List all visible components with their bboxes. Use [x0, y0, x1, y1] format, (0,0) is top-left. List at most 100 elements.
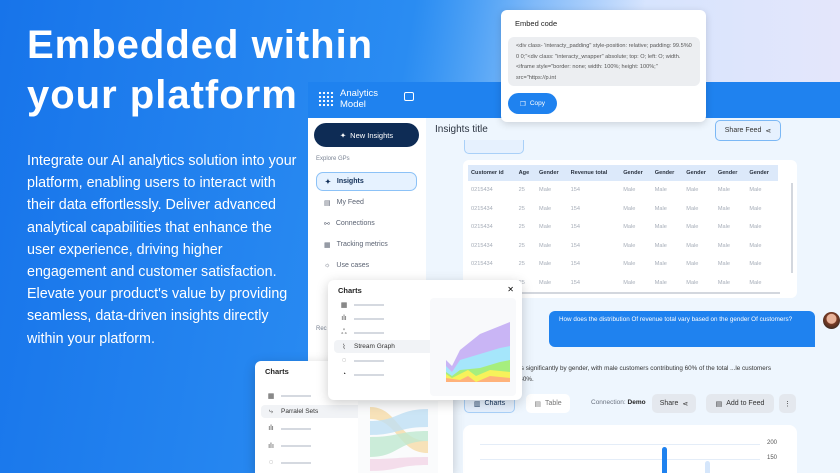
chart-option[interactable]: ◌	[334, 354, 453, 367]
table-cell: Male	[717, 187, 730, 194]
section-label: Explore GPs	[316, 156, 350, 162]
gridline	[480, 459, 760, 460]
chart-icon: ▦	[324, 241, 331, 249]
bar-chart-icon: ılı	[268, 425, 274, 432]
table-cell: 0215434	[471, 205, 493, 212]
table-cell: Male	[654, 242, 667, 249]
table-cell: Male	[686, 205, 699, 212]
table-cell: Male	[539, 261, 552, 268]
column-header[interactable]: Gender	[536, 165, 568, 181]
connections-icon: ⚯	[324, 220, 330, 228]
more-icon: ⋮	[784, 400, 791, 408]
table-cell: 25	[518, 242, 525, 249]
table-icon: ▦	[267, 392, 275, 400]
user-question: How does the distribution Of revenue tot…	[549, 311, 815, 347]
data-table: Customer id Age Gender Revenue total Gender G…	[468, 165, 778, 292]
column-header[interactable]: Gender	[651, 165, 684, 181]
copy-button[interactable]: ❐ Copy	[508, 93, 557, 114]
data-table-card	[463, 160, 797, 298]
sidebar-item-insights[interactable]: ✦ Insights	[316, 172, 417, 191]
table-icon: ▤	[534, 400, 541, 408]
popup-title: Charts	[265, 367, 289, 376]
bubble-chart-icon: ஃ	[341, 329, 347, 336]
chart-option[interactable]: ▦	[334, 298, 453, 311]
table-cell: Male	[623, 205, 636, 212]
table-cell: Male	[717, 261, 730, 268]
column-header[interactable]: Gender	[746, 165, 778, 181]
table-header-row: Customer id Age Gender Revenue total Gender G…	[468, 165, 778, 181]
column-header[interactable]: Revenue total	[567, 165, 621, 181]
table-cell: Male	[539, 205, 552, 212]
tab-label: Charts	[484, 400, 506, 407]
horizontal-scrollbar[interactable]	[470, 292, 780, 294]
nav-label: Connections	[335, 220, 375, 227]
new-insights-button[interactable]: ✦ New Insights	[314, 123, 419, 147]
chart-option[interactable]: ılı	[334, 312, 453, 325]
chart-option[interactable]: ▦	[261, 389, 380, 402]
column-chart-icon: ıⅼı	[268, 442, 274, 450]
stream-graph-preview	[430, 298, 516, 396]
column-header[interactable]: Customer id	[468, 165, 516, 181]
tab-table[interactable]: ▤ Table	[526, 394, 570, 413]
column-header[interactable]: Gender	[620, 165, 652, 181]
table-cell: Male	[623, 261, 636, 268]
sidebar-item-my-feed[interactable]: ▤ My Feed	[316, 193, 417, 212]
embed-code-text[interactable]: <div class- 'interacty_padding" style-po…	[508, 37, 700, 86]
table-cell: Male	[686, 224, 699, 231]
dataset-pill[interactable]	[464, 140, 524, 154]
table-cell: Male	[686, 279, 699, 286]
table-cell: 154	[570, 279, 580, 286]
table-row: 0215434 25 Male 154 Male Male Male Male Male	[468, 200, 778, 219]
chart-option[interactable]: ஃ	[334, 326, 453, 339]
bulb-icon: ☼	[324, 262, 331, 269]
table-cell: 0215434	[471, 261, 493, 268]
sidebar-item-connections[interactable]: ⚯ Connections	[316, 214, 417, 233]
table-cell: Male	[749, 187, 762, 194]
table-cell: 154	[570, 224, 580, 231]
chart-icon: ▥	[473, 400, 481, 408]
sidebar-item-tracking-metrics[interactable]: ▦ Tracking metrics	[316, 235, 417, 254]
embed-code-dialog: Embed code <div class- 'interacty_paddin…	[501, 10, 706, 122]
table-cell: 25	[518, 224, 525, 231]
column-header[interactable]: Age	[515, 165, 537, 181]
table-cell: Male	[623, 279, 636, 286]
nav-label: My Feed	[336, 199, 364, 206]
option-label: Stream Graph	[354, 343, 395, 350]
table-row: 0215434 25 Male 154 Male Male Male Male Male	[468, 181, 778, 200]
sidebar-toggle-icon[interactable]	[404, 92, 414, 101]
avatar	[823, 312, 840, 329]
table-cell: Male	[717, 224, 730, 231]
add-to-feed-label: Add to Feed	[726, 400, 765, 407]
chart-option[interactable]: ◔	[334, 368, 453, 381]
pie-icon: ◔	[341, 371, 347, 378]
chart-option[interactable]: ◌	[261, 456, 380, 469]
column-header[interactable]: Gender	[714, 165, 747, 181]
table-cell: 0215434	[471, 242, 493, 249]
share-icon: ⋖	[682, 400, 689, 408]
charts-popup-1: Charts ✕ ▦ ılı ஃ ⌇Stream Graph✓ ◌ ◔	[328, 280, 522, 400]
y-tick: 150	[767, 455, 778, 461]
feed-icon: ▤	[324, 199, 331, 207]
close-icon[interactable]: ✕	[507, 285, 514, 294]
more-options-button[interactable]: ⋮	[779, 394, 796, 413]
share-feed-button[interactable]: Share Feed ⋖	[715, 120, 781, 141]
table-cell: 0215434	[471, 187, 493, 194]
table-cell: Male	[539, 279, 552, 286]
share-button[interactable]: Share ⋖	[652, 394, 696, 413]
table-cell: 25	[518, 261, 525, 268]
column-header[interactable]: Gender	[683, 165, 715, 181]
table-cell: Male	[686, 187, 699, 194]
title-line-1: Embedded within	[27, 23, 374, 67]
donut-icon: ◌	[341, 357, 347, 364]
table-cell: 154	[570, 261, 580, 268]
chart-option[interactable]: ılı	[261, 422, 380, 435]
logo-text-2: Model	[340, 99, 366, 110]
table-cell: 25	[518, 279, 525, 286]
bar-chart-icon: ılı	[341, 315, 347, 322]
sidebar-item-use-cases[interactable]: ☼ Use cases	[316, 256, 417, 275]
table-cell: Male	[717, 242, 730, 249]
add-to-feed-button[interactable]: ▤ Add to Feed	[706, 394, 774, 413]
parallel-sets-preview	[358, 401, 438, 473]
vertical-scrollbar[interactable]	[791, 183, 793, 273]
chart-option[interactable]: ıⅼı	[261, 439, 380, 452]
